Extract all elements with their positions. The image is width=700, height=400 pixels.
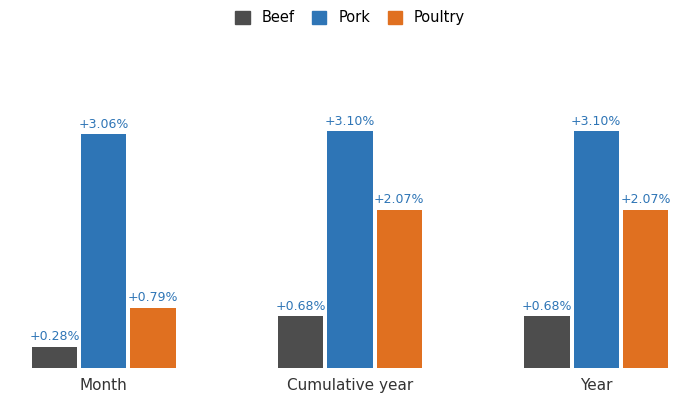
Text: +3.10%: +3.10% <box>571 114 622 128</box>
Bar <box>524 316 570 368</box>
Text: +2.07%: +2.07% <box>620 193 671 206</box>
Text: +0.28%: +0.28% <box>29 330 80 343</box>
Bar <box>573 132 619 368</box>
Text: +0.79%: +0.79% <box>127 291 178 304</box>
Text: +2.07%: +2.07% <box>374 193 424 206</box>
Bar <box>377 210 422 368</box>
Text: +3.06%: +3.06% <box>78 118 129 131</box>
Bar <box>81 134 127 368</box>
Bar <box>278 316 323 368</box>
Bar <box>32 347 77 368</box>
Bar <box>623 210 668 368</box>
Text: +3.10%: +3.10% <box>325 114 375 128</box>
Legend: Beef, Pork, Poultry: Beef, Pork, Poultry <box>230 4 470 31</box>
Text: +0.68%: +0.68% <box>522 300 573 312</box>
Text: +0.68%: +0.68% <box>276 300 326 312</box>
Bar <box>328 132 372 368</box>
Bar <box>130 308 176 368</box>
